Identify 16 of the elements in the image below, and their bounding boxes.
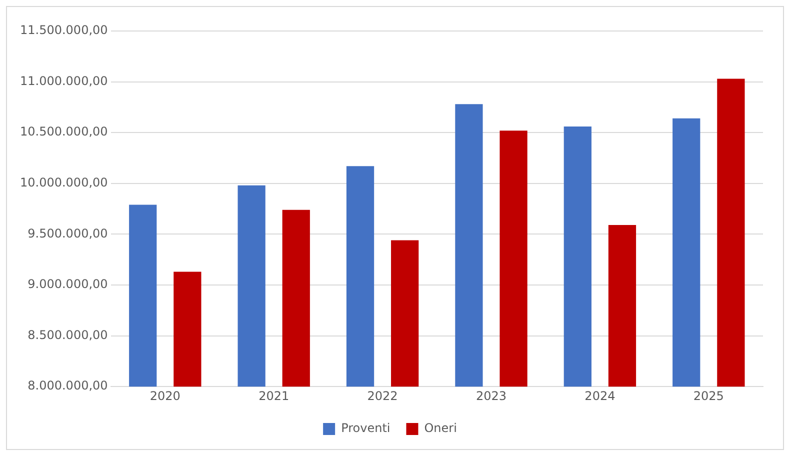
- legend-label: Proventi: [341, 421, 390, 436]
- x-tick-label: 2023: [476, 388, 507, 403]
- x-tick-label: 2024: [584, 388, 616, 403]
- x-tick-label: 2020: [150, 388, 180, 403]
- x-tick-label: 2025: [693, 388, 724, 403]
- x-tick-label: 2022: [367, 388, 398, 403]
- y-tick-label: 11.500.000,00: [20, 23, 108, 38]
- y-tick-label: 8.500.000,00: [28, 328, 108, 342]
- legend-label: Oneri: [424, 421, 457, 436]
- y-tick-label: 9.500.000,00: [28, 226, 108, 240]
- y-tick-label: 10.500.000,00: [20, 124, 108, 139]
- y-tick-label: 10.000.000,00: [20, 176, 108, 190]
- y-tick-label: 9.000.000,00: [28, 277, 108, 292]
- y-tick-label: 11.000.000,00: [20, 74, 108, 88]
- x-tick-label: 2021: [258, 388, 290, 403]
- y-tick-label: 8.000.000,00: [28, 378, 108, 393]
